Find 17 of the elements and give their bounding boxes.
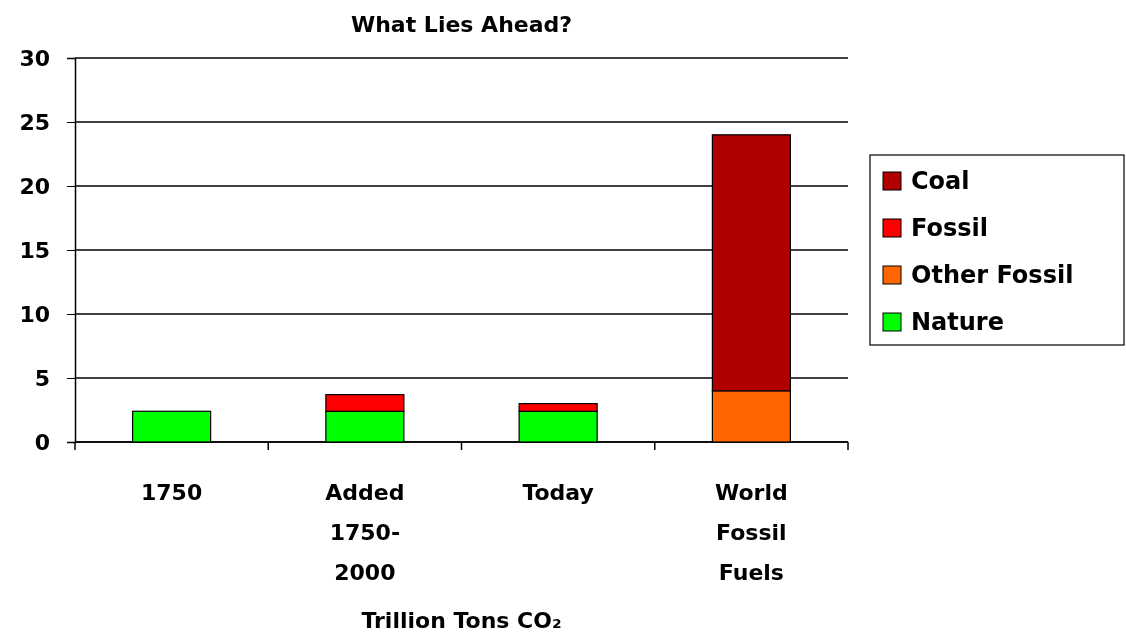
y-tick-label: 30 bbox=[19, 45, 50, 71]
x-tick-label: Added 1750-2000 bbox=[325, 480, 405, 585]
y-tick-label: 0 bbox=[34, 429, 50, 455]
legend-label: Nature bbox=[911, 308, 1004, 336]
x-tick-label: World Fossil Fuels bbox=[715, 480, 788, 585]
y-tick-label: 5 bbox=[34, 365, 50, 391]
legend-label: Coal bbox=[911, 167, 970, 195]
y-tick-label: 20 bbox=[19, 173, 50, 199]
y-tick-label: 15 bbox=[19, 237, 50, 263]
y-tick-label: 25 bbox=[19, 109, 50, 135]
chart-title: What Lies Ahead? bbox=[350, 12, 573, 37]
x-tick-label: Today bbox=[522, 480, 594, 505]
legend-label: Fossil bbox=[911, 214, 988, 242]
x-axis-title: Trillion Tons CO₂ bbox=[361, 608, 562, 633]
x-tick-label: 1750 bbox=[141, 480, 203, 505]
y-tick-label: 10 bbox=[19, 301, 50, 327]
legend-label: Other Fossil bbox=[911, 261, 1074, 289]
